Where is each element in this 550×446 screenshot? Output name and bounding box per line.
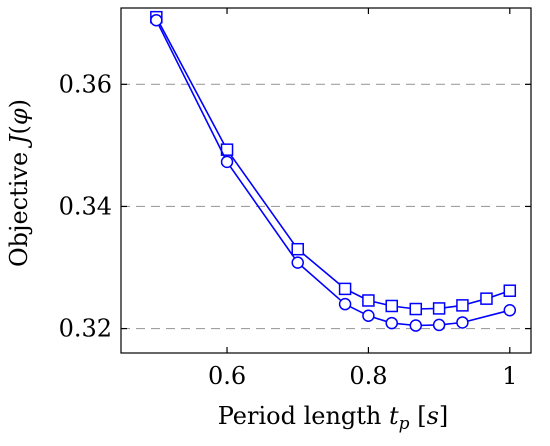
- square-marker: [291, 242, 304, 256]
- x-axis-label-unit: s: [427, 402, 439, 430]
- y-axis-label-close: ): [5, 99, 33, 108]
- circle-marker: [362, 309, 375, 323]
- x-axis-label-sub: p: [399, 414, 410, 434]
- square-marker: [480, 292, 493, 305]
- grid-lines: [121, 83, 531, 330]
- y-tick-label: 0.36: [59, 70, 112, 98]
- x-axis-label-var: t: [389, 402, 399, 430]
- circle-marker: [409, 319, 423, 332]
- square-marker: [456, 299, 469, 312]
- y-tick-label: 0.32: [59, 315, 112, 343]
- axis-ticks: 0.32 0.34 0.36 0.6 0.8 1: [59, 8, 531, 390]
- plot-frame: [120, 7, 532, 354]
- y-axis-label-prefix: Objective: [5, 144, 33, 267]
- x-axis-label-close: ]: [439, 402, 448, 430]
- circle-marker: [385, 316, 398, 330]
- y-axis-label-open: (: [5, 125, 33, 134]
- x-tick-label: 1: [502, 362, 517, 390]
- square-marker: [338, 282, 352, 296]
- square-marker: [432, 302, 446, 315]
- series-line-square: [155, 16, 511, 310]
- series-group: [150, 10, 517, 332]
- circle-marker: [503, 304, 517, 317]
- x-tick-label: 0.6: [208, 362, 246, 390]
- y-axis-label: Objective J(φ): [5, 99, 33, 267]
- y-axis-label-arg: φ: [5, 108, 33, 125]
- circle-marker: [432, 318, 446, 332]
- x-axis-label-suffix: [: [410, 402, 427, 430]
- x-tick-label: 0.8: [349, 362, 387, 390]
- circle-marker: [291, 256, 304, 269]
- circle-marker: [150, 13, 163, 27]
- square-marker: [385, 299, 398, 313]
- y-tick-label: 0.34: [59, 192, 112, 220]
- x-axis-label-prefix: Period length: [218, 402, 389, 430]
- x-axis-label: Period length tp [s]: [218, 402, 449, 434]
- square-marker: [503, 284, 517, 297]
- circle-marker: [456, 316, 469, 329]
- square-marker: [362, 294, 375, 307]
- square-marker: [409, 302, 423, 316]
- circle-marker: [338, 297, 352, 311]
- circle-marker: [220, 155, 234, 169]
- series-line-circle: [155, 19, 510, 327]
